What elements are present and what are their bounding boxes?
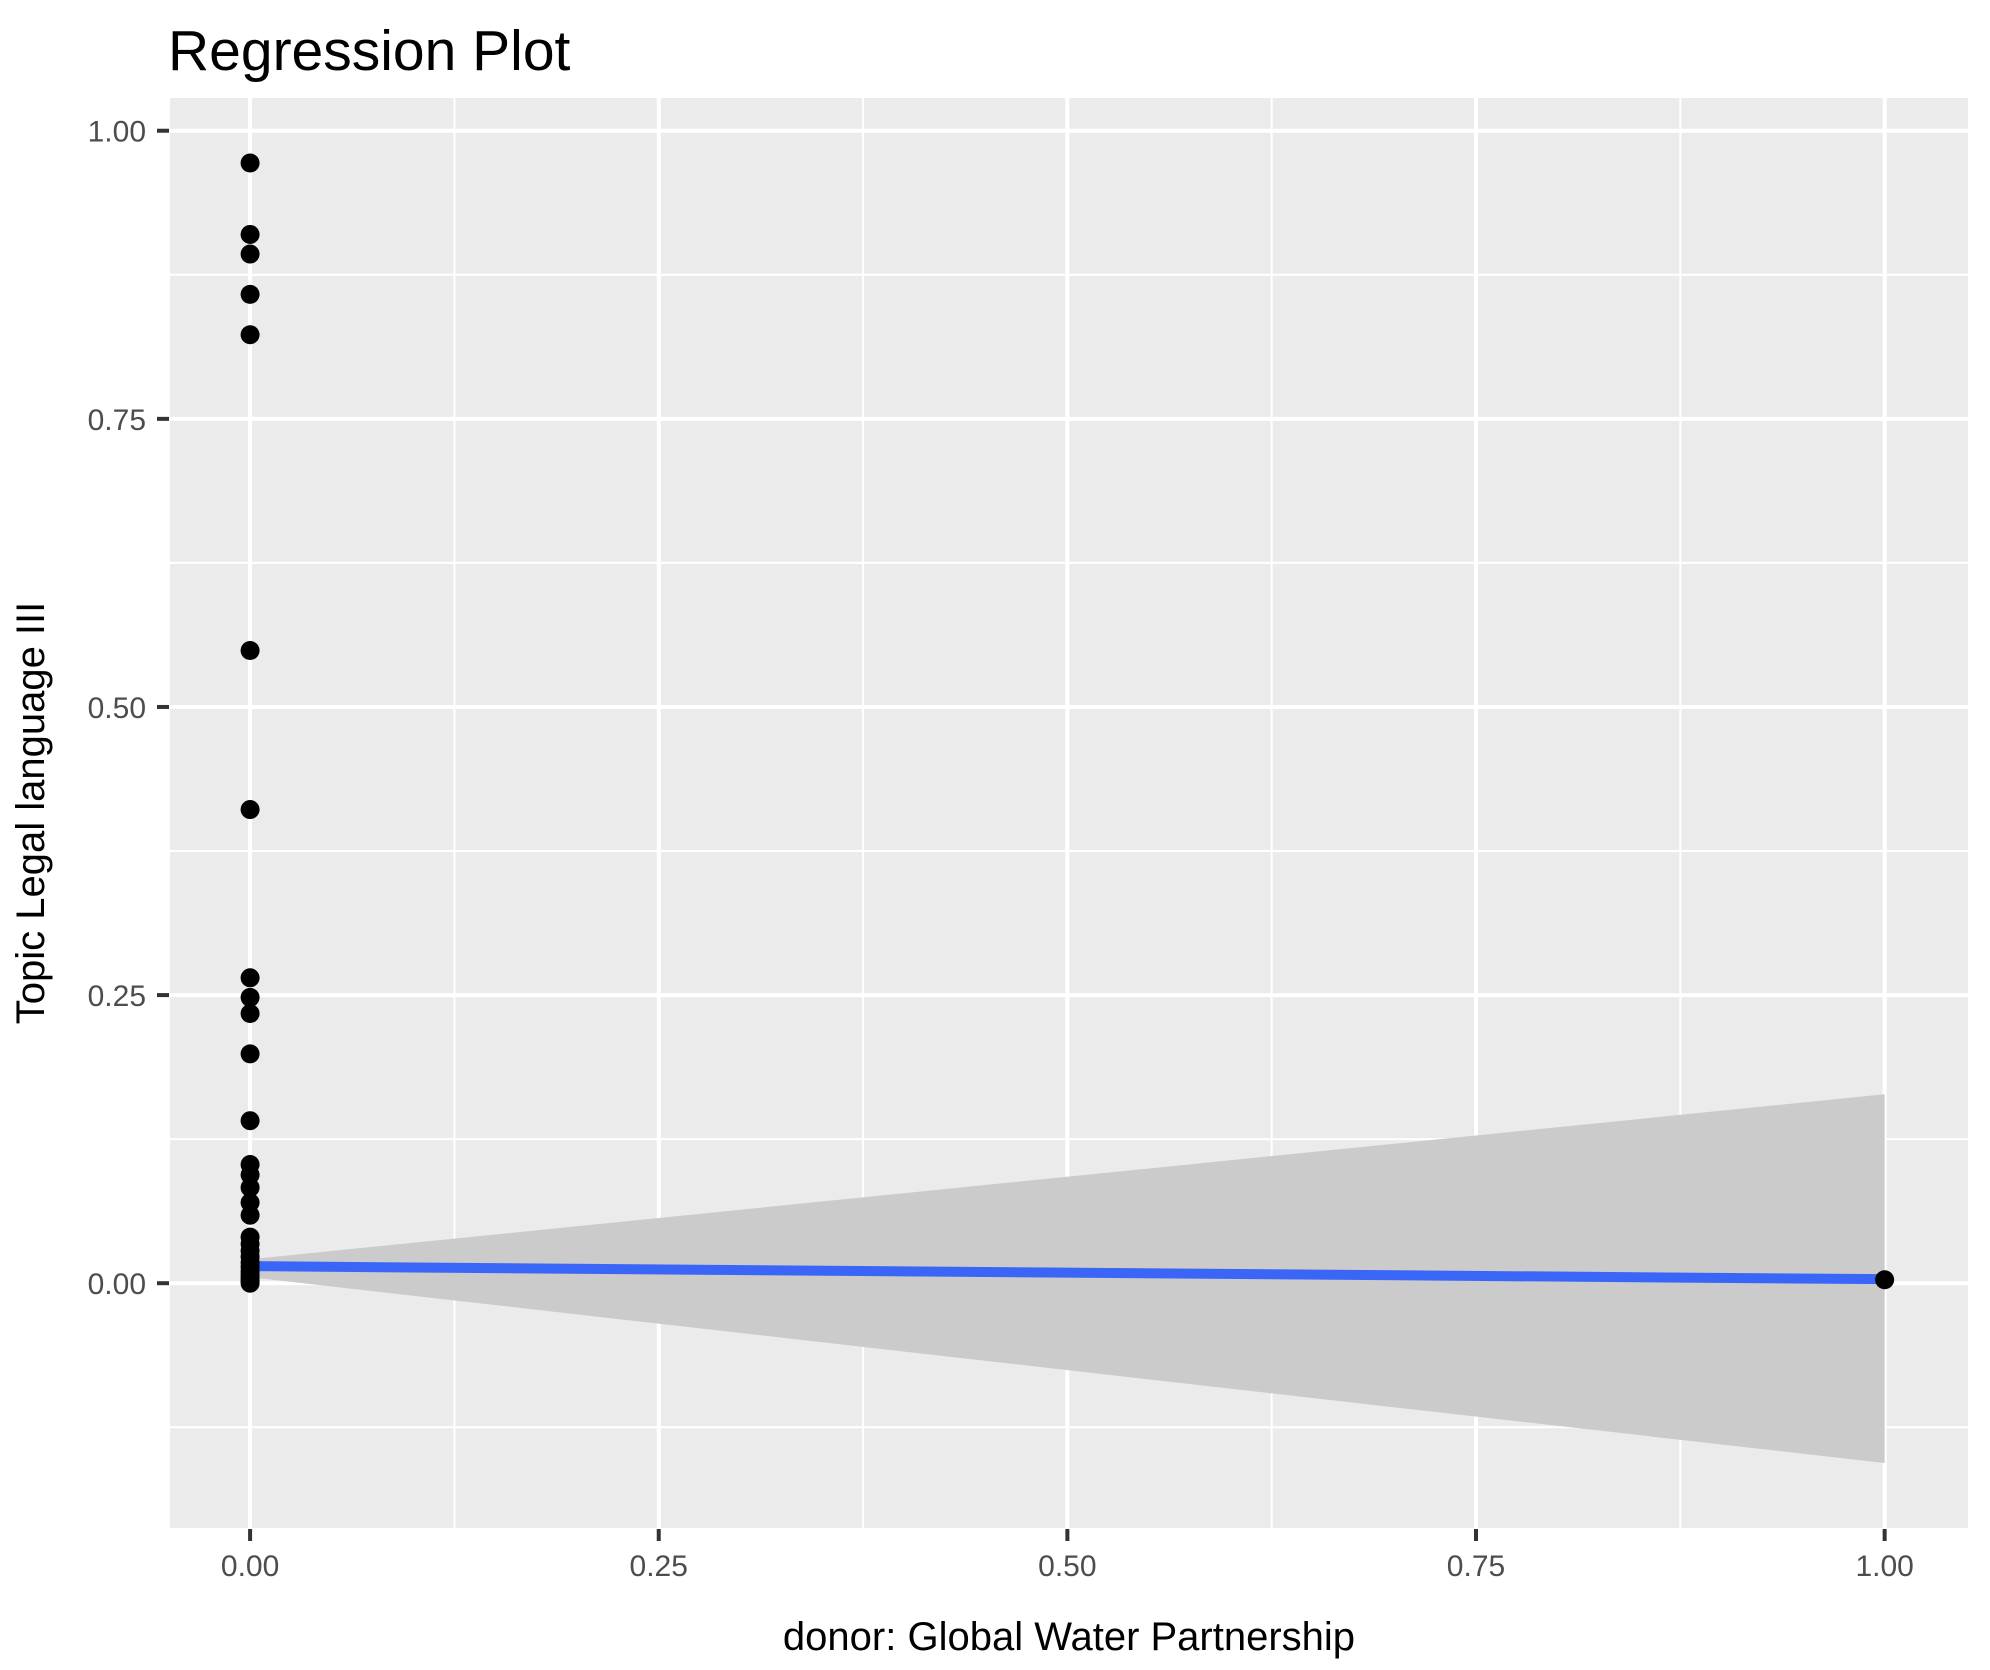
x-tick-label: 0.50 [1038, 1550, 1096, 1583]
data-point [240, 1044, 260, 1064]
data-point [240, 1004, 260, 1024]
y-axis-title: Topic Legal language III [9, 602, 53, 1025]
y-tick-label: 0.75 [88, 404, 146, 437]
data-point [240, 800, 260, 820]
regression-line [250, 1261, 1885, 1285]
scatter-points [240, 153, 1895, 1293]
x-tick-label: 0.25 [630, 1550, 688, 1583]
x-tick-label: 0.00 [221, 1550, 279, 1583]
data-point [240, 224, 260, 244]
y-tick-label: 0.25 [88, 980, 146, 1013]
data-point [240, 1178, 260, 1198]
data-point [240, 1273, 260, 1293]
confidence-band [250, 1094, 1885, 1463]
y-tick-label: 0.00 [88, 1268, 146, 1301]
data-point [240, 1111, 260, 1131]
data-point [240, 641, 260, 660]
x-axis: 0.00 0.25 0.50 0.75 1.00 [221, 1529, 1914, 1583]
data-point [240, 244, 260, 264]
data-point [1875, 1270, 1895, 1290]
data-point [240, 1205, 260, 1225]
data-point [240, 153, 260, 173]
y-tick-label: 1.00 [88, 116, 146, 149]
data-point [240, 325, 260, 345]
plot-title: Regression Plot [168, 19, 571, 83]
x-tick-label: 0.75 [1447, 1550, 1505, 1583]
data-point [240, 284, 260, 304]
y-axis: 0.00 0.25 0.50 0.75 1.00 [88, 116, 169, 1301]
x-axis-title: donor: Global Water Partnership [783, 1615, 1355, 1659]
x-tick-label: 1.00 [1855, 1550, 1913, 1583]
data-point [240, 987, 260, 1007]
data-point [240, 968, 260, 988]
y-tick-label: 0.50 [88, 692, 146, 725]
